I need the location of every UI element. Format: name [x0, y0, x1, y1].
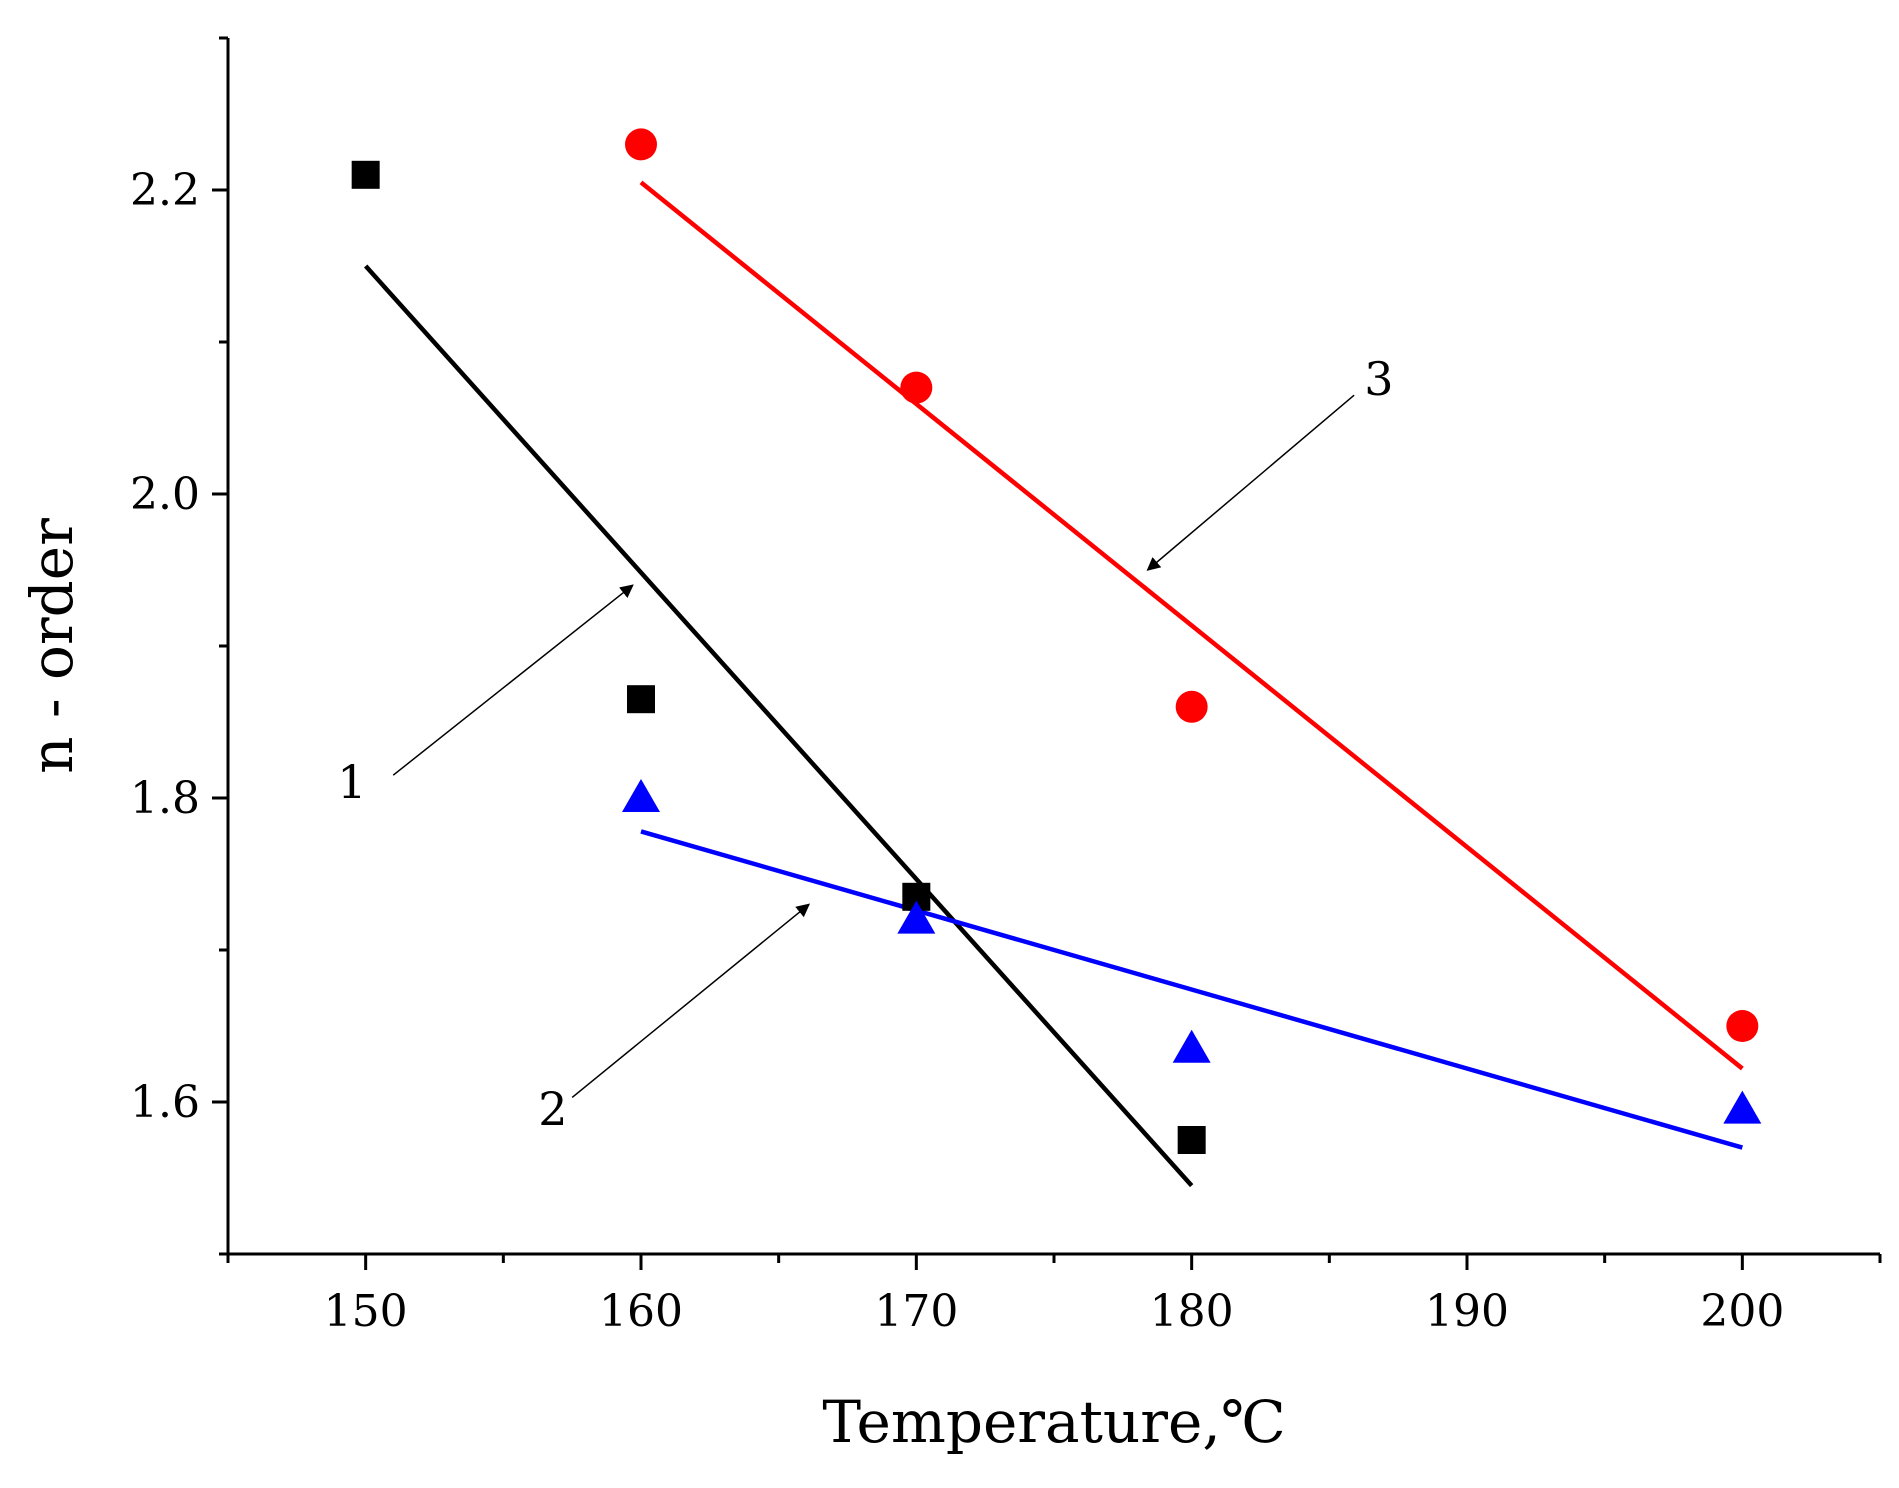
data-point-series-3 — [1726, 1010, 1759, 1042]
callout-label-series-2: 2 — [538, 1082, 567, 1136]
data-point-series-2 — [1172, 1029, 1211, 1063]
y-tick-label: 1.6 — [130, 1077, 200, 1128]
data-point-series-1 — [1177, 1126, 1206, 1154]
fit-line-series-2 — [640, 829, 1743, 1150]
y-tick-label: 2.2 — [130, 165, 200, 216]
data-markers — [351, 128, 1762, 1154]
x-tick-label: 190 — [1425, 1286, 1509, 1337]
y-axis-title: n - order — [18, 518, 86, 774]
axes: 150 160 170 180 190 200 1.6 1.8 2.0 2.2 — [130, 36, 1882, 1337]
data-point-series-2 — [622, 779, 660, 812]
x-tick-label: 170 — [874, 1286, 958, 1337]
fit-line-series-3 — [639, 180, 1744, 1071]
y-tick-label: 1.8 — [130, 773, 200, 824]
callout-label-series-3: 3 — [1364, 352, 1393, 406]
data-point-series-3 — [625, 128, 657, 161]
fit-line-series-1 — [363, 264, 1194, 1188]
data-point-series-3 — [1175, 690, 1208, 723]
data-point-series-1 — [627, 685, 655, 714]
data-point-series-3 — [900, 371, 933, 404]
y-tick-label: 2.0 — [130, 469, 200, 520]
fit-lines — [363, 180, 1744, 1188]
x-tick-label: 200 — [1700, 1286, 1784, 1337]
series-callouts: 1 2 3 — [337, 352, 1393, 1136]
callout-arrow-series-1 — [392, 584, 634, 776]
callout-arrow-series-3 — [1146, 394, 1355, 571]
callout-arrow-series-2 — [571, 903, 810, 1099]
x-tick-label: 160 — [599, 1286, 683, 1337]
callout-label-series-1: 1 — [337, 755, 366, 809]
x-tick-label: 180 — [1150, 1286, 1234, 1337]
data-point-series-2 — [1723, 1090, 1762, 1124]
data-point-series-1 — [351, 160, 380, 189]
data-point-series-2 — [897, 900, 936, 934]
x-axis-title: Temperature,℃ — [822, 1388, 1285, 1456]
x-tick-label: 150 — [324, 1286, 408, 1337]
